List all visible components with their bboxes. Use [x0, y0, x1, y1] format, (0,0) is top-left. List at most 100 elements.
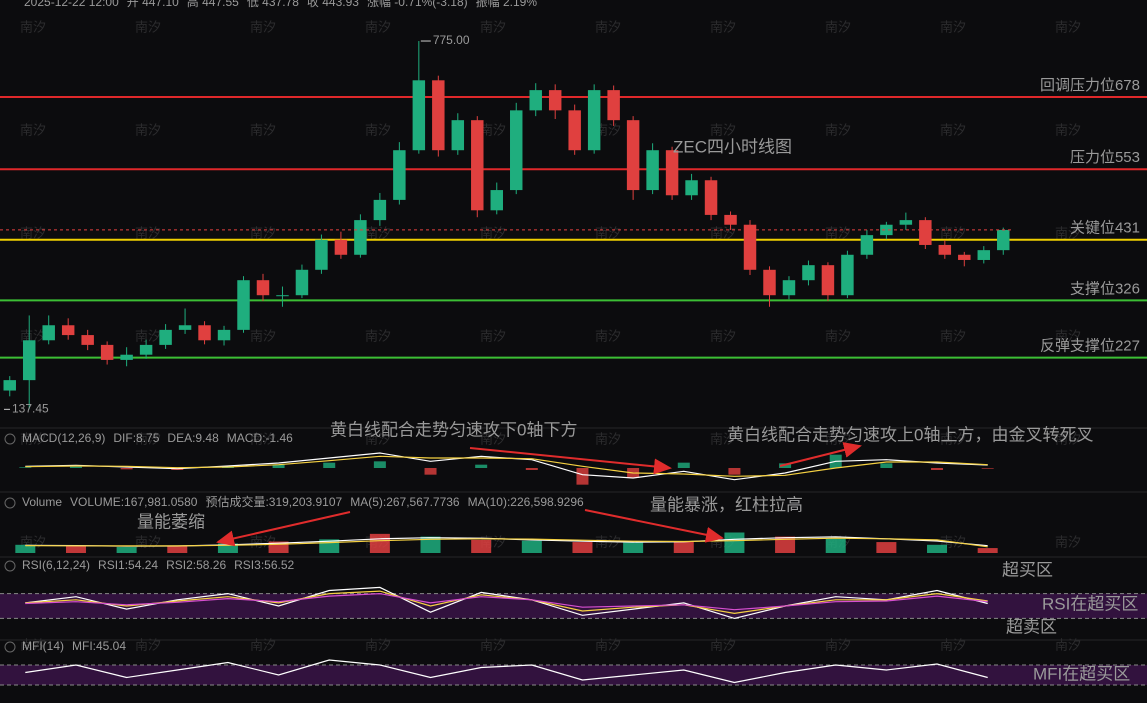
- candle-body: [81, 335, 94, 345]
- candle-body: [276, 295, 289, 297]
- watermark: 南汐: [710, 225, 736, 240]
- watermark: 南汐: [480, 328, 506, 343]
- indicator-line: [25, 537, 988, 548]
- macd-bar: [475, 464, 488, 468]
- candle-body: [646, 150, 659, 191]
- indicator-readout: MACD:-1.46: [227, 431, 293, 445]
- candle-body: [100, 344, 114, 360]
- watermark: 南汐: [940, 637, 966, 652]
- candle-body: [899, 220, 913, 225]
- volume-bar: [217, 543, 238, 553]
- candle-body: [334, 239, 348, 255]
- watermark: 南汐: [20, 122, 46, 137]
- watermark: 南汐: [250, 637, 276, 652]
- candle-body: [938, 244, 952, 255]
- candle-body: [120, 354, 133, 360]
- volume-bar: [167, 546, 188, 553]
- candle-body: [354, 220, 367, 255]
- candle-body: [821, 265, 835, 296]
- candle-body: [315, 239, 328, 270]
- plot: 回调压力位678 压力位553 关键位431 支撑位326 反弹支撑位227 775.00…: [0, 33, 1147, 686]
- candle-body: [548, 90, 562, 111]
- candle-body: [490, 190, 503, 211]
- indicator-line: [25, 592, 988, 611]
- volume-bar: [673, 541, 694, 553]
- indicator-name: MFI(14): [22, 639, 64, 653]
- watermark: 南汐: [365, 328, 391, 343]
- volume-bar: [65, 545, 86, 553]
- volume-bar: [268, 541, 289, 553]
- watermark: 南汐: [250, 328, 276, 343]
- macd-bar: [525, 468, 538, 470]
- candle-body: [510, 110, 523, 191]
- candle-body: [295, 269, 309, 296]
- header-field: 振幅 2.19%: [476, 0, 538, 9]
- candle-body: [412, 80, 426, 151]
- annotation: 量能萎缩: [137, 512, 205, 531]
- band: [0, 665, 1147, 685]
- max-label: 775.00: [433, 33, 470, 47]
- candle-body: [704, 180, 718, 215]
- candle-body: [626, 120, 640, 191]
- candle-body: [139, 344, 153, 355]
- header-field: 开 447.10: [127, 0, 179, 9]
- watermark: 南汐: [825, 19, 851, 34]
- candle-body: [685, 180, 698, 196]
- candle-body: [373, 199, 387, 221]
- annotation: 超买区: [1002, 560, 1053, 579]
- candle-body: [568, 110, 581, 151]
- watermark: 南汐: [135, 122, 161, 137]
- candle-body: [763, 269, 776, 296]
- volume-bar: [471, 539, 492, 553]
- watermark: 南汐: [825, 225, 851, 240]
- macd-bar: [677, 462, 690, 468]
- watermark: 南汐: [825, 637, 851, 652]
- annotation: RSI在超买区: [1042, 594, 1138, 613]
- watermark: 南汐: [480, 637, 506, 652]
- watermark: 南汐: [940, 225, 966, 240]
- candle-body: [919, 220, 932, 245]
- candle-body: [237, 280, 250, 330]
- annotation: MFI在超买区: [1033, 664, 1130, 683]
- candle-body: [217, 329, 231, 341]
- watermark: 南汐: [595, 225, 621, 240]
- watermark: 南汐: [595, 431, 621, 446]
- annotation: 量能暴涨，红柱拉高: [650, 495, 803, 514]
- candle-body: [3, 380, 16, 391]
- candle-body: [159, 329, 172, 345]
- volume-bar: [369, 533, 390, 553]
- panel-icon: [4, 641, 16, 653]
- watermark: 南汐: [365, 637, 391, 652]
- macd-bar: [931, 468, 944, 470]
- watermark: 南汐: [135, 19, 161, 34]
- indicator-readout: MA(5):267,567.7736: [350, 495, 460, 509]
- watermark: 南汐: [710, 122, 736, 137]
- indicator-readout: MA(10):226,598.9296: [468, 495, 584, 509]
- level-label: 支撑位326: [1070, 280, 1140, 297]
- panel-icon: [4, 560, 16, 572]
- watermark: 南汐: [825, 328, 851, 343]
- candle-body: [958, 254, 971, 260]
- candle-body: [432, 80, 445, 151]
- header-field: 低 437.78: [247, 0, 299, 9]
- min-label: 137.45: [12, 402, 49, 416]
- watermark: 南汐: [365, 122, 391, 137]
- watermark: 南汐: [135, 534, 161, 549]
- candle-body: [471, 120, 484, 211]
- header-field: 收 443.93: [307, 0, 359, 9]
- indicator-readout: RSI1:54.24: [98, 558, 158, 572]
- macd-bar: [120, 468, 133, 470]
- watermark: 南汐: [135, 225, 161, 240]
- watermark: 南汐: [1055, 431, 1081, 446]
- indicator-readout: VOLUME:167,981.0580: [70, 495, 198, 509]
- watermark: 南汐: [365, 19, 391, 34]
- header: 2025-12-22 12:00 开 447.10 高 447.55 低 437.7…: [24, 0, 537, 9]
- level-label: 反弹支撑位227: [1040, 338, 1140, 355]
- candle-body: [22, 340, 36, 381]
- annotation: 黄白线配合走势匀速攻下0轴下方: [330, 420, 577, 439]
- volume-bar: [521, 540, 542, 553]
- macd-bar: [19, 467, 32, 468]
- candle-body: [42, 325, 55, 341]
